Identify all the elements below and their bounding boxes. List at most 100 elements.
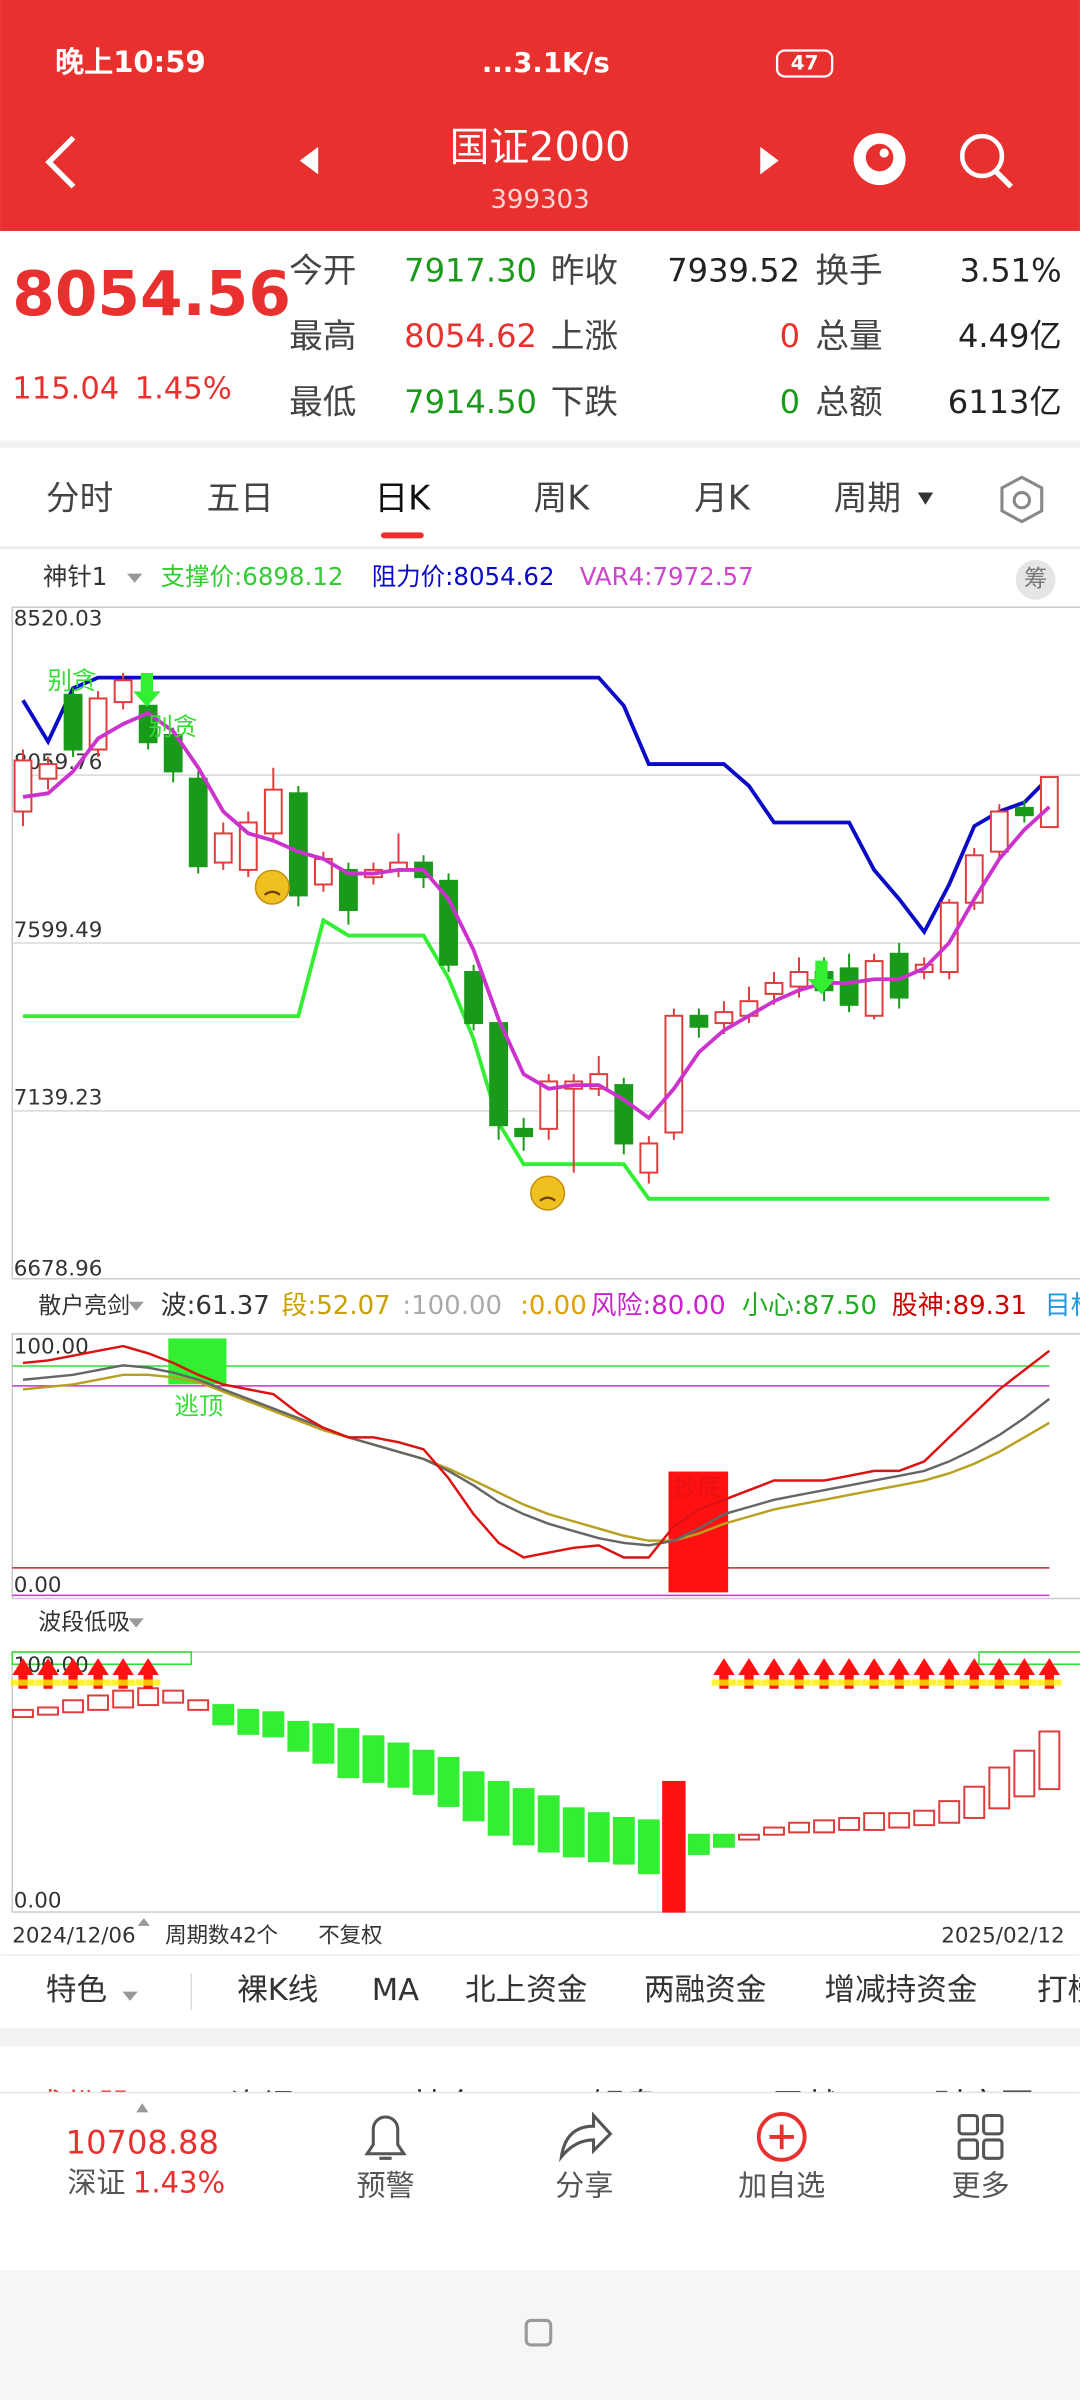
field-label: 今开 [289,251,356,290]
buy-arrow [112,1658,134,1689]
expand-icon[interactable] [136,2103,149,2113]
band-bar [112,1689,135,1709]
band-bar [963,1785,986,1819]
indicator-tab[interactable]: 裸K线 [237,1973,318,2008]
buy-arrow-base [786,1679,812,1686]
field-label: 换手 [815,251,882,290]
action-label[interactable]: 分享 [555,2168,613,2202]
indicator-tab[interactable]: 增减持资金 [825,1973,978,2008]
signal-block [168,1338,227,1385]
buy-arrow [738,1658,760,1689]
icon-shape [982,2113,1004,2136]
last-price: 8054.56 [12,259,291,330]
field-label: 总额 [815,382,882,421]
band-bar [462,1771,485,1822]
period-tab[interactable]: 周期 [834,479,901,518]
action-label[interactable]: 预警 [356,2168,414,2202]
adjust-mode: 不复权 [318,1924,382,1949]
sell-arrow [133,673,161,707]
header-title: 国证2000 [450,124,631,170]
buy-arrow [888,1658,910,1689]
more-icon[interactable] [957,2113,1004,2160]
band-bar [763,1826,785,1836]
settings-icon[interactable] [1000,475,1044,524]
icon-shape [993,169,1014,189]
assistant-icon[interactable] [853,133,906,186]
alert-icon[interactable] [364,2115,407,2160]
buy-arrow-base [936,1679,962,1686]
buy-arrow-base [861,1679,887,1686]
field-value: 0 [780,317,800,355]
signal-box [978,1651,1080,1666]
candle-body [714,1011,734,1025]
divider [0,2028,1080,2047]
index-value[interactable]: 10708.88 [66,2124,219,2162]
field-value: 7914.50 [404,383,537,421]
field-value: 4.49亿 [958,317,1062,355]
signal-label: 抄底 [673,1472,722,1501]
candle-body [63,693,83,751]
add-watch-icon[interactable] [756,2112,807,2162]
index-change[interactable]: 1.43% [133,2165,225,2199]
buy-arrow [838,1658,860,1689]
indicator-line [22,1373,1050,1542]
field-value: 3.51% [960,251,1062,289]
period-tab[interactable]: 分时 [46,479,113,518]
indicator-tab[interactable]: 打榜 [1037,1973,1080,2008]
indicator-line [22,710,1051,1121]
period-tab[interactable]: 周K [534,479,591,518]
share-icon[interactable] [559,2111,613,2163]
indicator-readout: :100.00 [402,1291,502,1321]
candle-body [188,777,208,868]
band-bar [87,1694,110,1711]
header-background [0,0,1080,231]
indicator-tab[interactable]: 特色 [46,1973,107,2008]
indicator-name[interactable]: 波段低吸 [38,1609,130,1635]
action-label[interactable]: 更多 [951,2168,1009,2202]
search-icon[interactable] [959,133,1014,189]
buy-arrow [913,1658,935,1689]
band-bar [412,1749,435,1795]
action-label[interactable]: 加自选 [738,2168,825,2202]
band-bar [712,1833,735,1848]
period-tab[interactable]: 月K [694,479,751,518]
indicator-name[interactable]: 散户亮剑 [38,1293,130,1319]
prev-button[interactable] [299,146,319,175]
field-value: 6113亿 [948,383,1062,421]
indicator-readout: 目标 [1045,1291,1080,1321]
band-bar [738,1833,760,1841]
buy-arrow [788,1658,810,1689]
buy-arrow-base [85,1679,111,1686]
next-button[interactable] [760,146,779,175]
indicator-readout: 小心:87.50 [742,1291,877,1321]
indicator-readout: 段:52.07 [281,1291,390,1321]
indicator-name[interactable]: 神针1 [43,562,108,591]
period-tab[interactable]: 日K [374,479,431,518]
field-label: 最高 [289,317,356,356]
candle-body [464,971,483,1025]
indicator-readout: 风险:80.00 [590,1291,725,1321]
badge-background[interactable] [1015,559,1056,600]
indicator-tab[interactable]: 两融资金 [644,1973,766,2008]
icon-shape [957,2113,980,2136]
y-tick-label: 0.00 [14,1888,62,1913]
nav-home[interactable] [524,2318,553,2347]
back-button[interactable] [45,135,76,189]
buy-arrow-base [1037,1679,1062,1686]
band-bar [838,1816,861,1831]
period-count: 周期数42个 [165,1924,278,1949]
index-name[interactable]: 深证 [67,2165,125,2199]
buy-arrow [713,1658,735,1689]
icon-shape [865,143,894,172]
period-tab[interactable]: 五日 [207,479,274,518]
panel-2 [11,1333,1080,1600]
indicator-readout: 波:61.37 [161,1291,270,1321]
band-bar [913,1809,936,1827]
band-bar [813,1819,836,1834]
indicator-tab[interactable]: 北上资金 [465,1973,587,2008]
buy-arrow-base [1012,1679,1037,1686]
field-label: 最低 [289,382,356,421]
y-tick-label: 6678.96 [14,1257,103,1282]
indicator-tab[interactable]: MA [372,1973,419,2008]
band-bar [387,1742,410,1788]
